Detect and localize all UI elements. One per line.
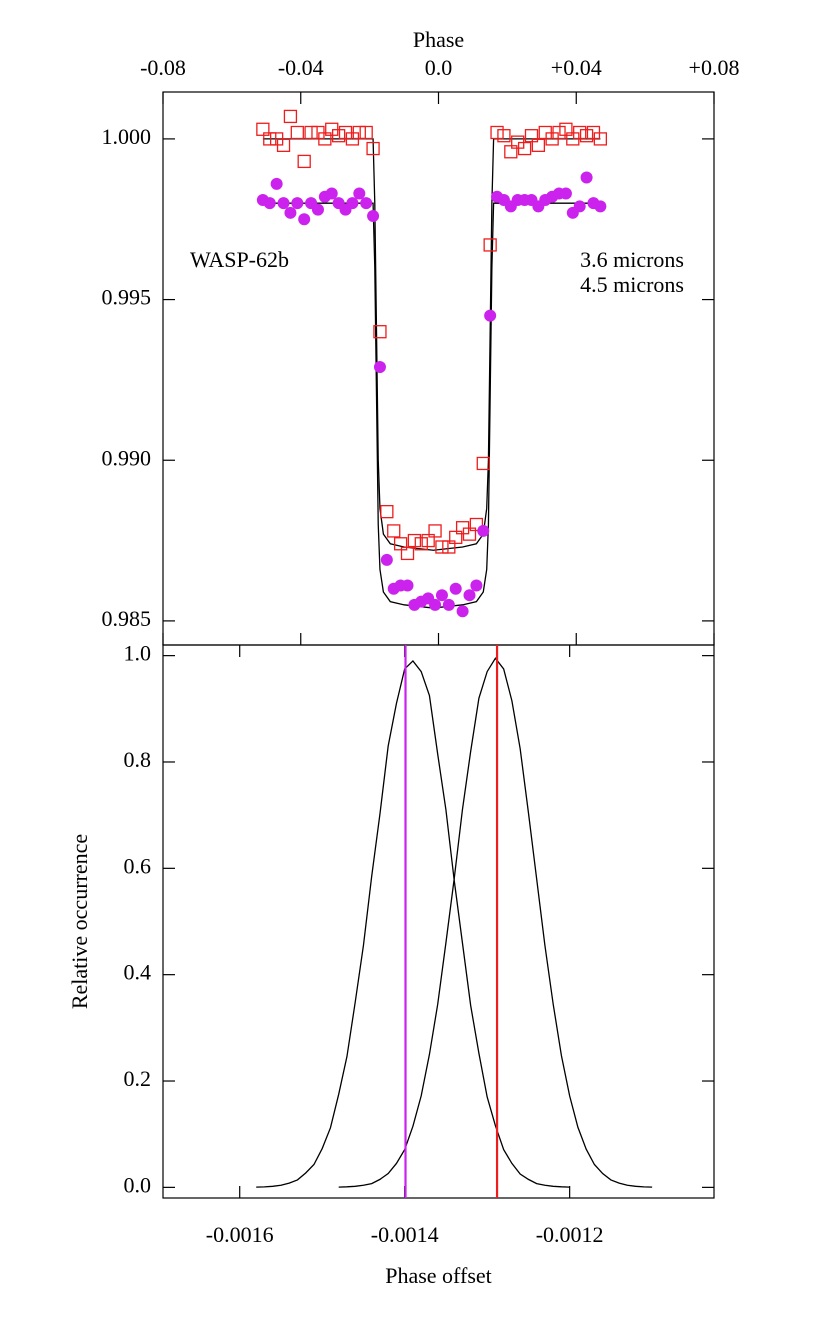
data-point <box>484 309 497 322</box>
x-tick-label: -0.0014 <box>371 1222 439 1247</box>
distribution-line <box>338 657 653 1188</box>
data-point <box>442 540 456 554</box>
data-point <box>318 132 332 146</box>
data-point <box>270 177 283 190</box>
data-point <box>407 533 422 548</box>
data-point <box>429 598 442 611</box>
data-point <box>490 125 504 140</box>
data-point <box>414 537 428 551</box>
data-point <box>256 122 270 136</box>
data-point <box>380 505 394 519</box>
y-tick-label: 0.6 <box>124 853 152 878</box>
data-point <box>276 138 291 152</box>
data-point <box>367 210 380 223</box>
data-point <box>524 129 539 143</box>
annotation: WASP-62b <box>190 247 289 272</box>
x-tick-label: 0.0 <box>425 55 453 80</box>
data-point <box>421 533 435 548</box>
data-point <box>559 187 572 200</box>
data-point <box>380 553 393 566</box>
data-point <box>435 540 449 554</box>
data-point <box>483 238 497 252</box>
data-point <box>360 197 373 210</box>
data-point <box>497 129 511 143</box>
y-tick-label: 0.985 <box>102 606 152 631</box>
data-point <box>291 197 304 210</box>
data-point <box>573 200 586 213</box>
data-point <box>504 145 518 159</box>
x-tick-label: +0.08 <box>689 55 740 80</box>
y-tick-label: 0.990 <box>102 445 152 470</box>
data-point <box>573 125 587 140</box>
data-point <box>580 171 593 184</box>
data-point <box>449 582 462 595</box>
data-point <box>517 141 532 156</box>
x-tick-label: -0.0012 <box>536 1222 604 1247</box>
x-tick-label: -0.04 <box>278 55 324 80</box>
model-curve <box>262 138 601 551</box>
data-point <box>353 187 366 200</box>
plot-frame <box>162 644 715 1199</box>
data-point <box>579 129 594 143</box>
data-point <box>531 138 546 152</box>
data-point <box>593 132 608 146</box>
data-point <box>263 132 277 146</box>
legend-entry: 3.6 microns <box>580 247 684 272</box>
x-axis-label: Phase offset <box>385 1263 492 1288</box>
x-tick-label: +0.04 <box>551 55 602 80</box>
y-tick-label: 0.2 <box>124 1066 152 1091</box>
data-point <box>387 524 401 538</box>
y-tick-label: 1.0 <box>124 641 152 666</box>
data-point <box>401 579 414 592</box>
plot-frame <box>162 91 715 646</box>
data-point <box>462 527 477 541</box>
data-point <box>325 187 338 200</box>
data-point <box>552 125 566 140</box>
data-point <box>594 200 607 213</box>
y-axis-label: Relative occurrence <box>67 834 92 1009</box>
data-point <box>442 598 455 611</box>
distribution-line <box>256 659 570 1188</box>
data-point <box>366 141 380 156</box>
data-point <box>435 589 448 602</box>
data-point <box>297 154 311 169</box>
data-point <box>304 125 318 140</box>
data-point <box>298 213 311 226</box>
x-tick-label: -0.08 <box>140 55 186 80</box>
y-tick-label: 0.995 <box>102 285 152 310</box>
data-point <box>456 605 469 618</box>
data-point <box>263 197 276 210</box>
y-tick-label: 1.000 <box>102 124 152 149</box>
data-point <box>476 456 490 471</box>
data-point <box>449 530 463 545</box>
data-point <box>283 109 298 124</box>
data-point <box>559 122 573 136</box>
data-point <box>373 325 387 339</box>
data-point <box>428 524 442 538</box>
data-point <box>331 129 346 143</box>
x-axis-label: Phase <box>413 27 464 52</box>
data-point <box>393 537 408 551</box>
data-point <box>311 203 324 216</box>
x-tick-label: -0.0016 <box>206 1222 274 1247</box>
data-point <box>352 125 366 140</box>
data-point <box>470 579 483 592</box>
data-point <box>373 361 386 374</box>
data-point <box>284 206 297 219</box>
data-point <box>400 546 415 561</box>
data-point <box>277 197 290 210</box>
y-tick-label: 0.4 <box>124 960 152 985</box>
y-tick-label: 0.8 <box>124 747 152 772</box>
data-point <box>463 589 476 602</box>
y-tick-label: 0.0 <box>124 1172 152 1197</box>
model-curve <box>262 202 601 609</box>
data-point <box>290 125 304 140</box>
legend-entry: 4.5 microns <box>580 272 684 297</box>
data-point <box>477 524 490 537</box>
data-point <box>346 197 359 210</box>
data-point <box>359 125 373 140</box>
data-point <box>469 517 484 532</box>
